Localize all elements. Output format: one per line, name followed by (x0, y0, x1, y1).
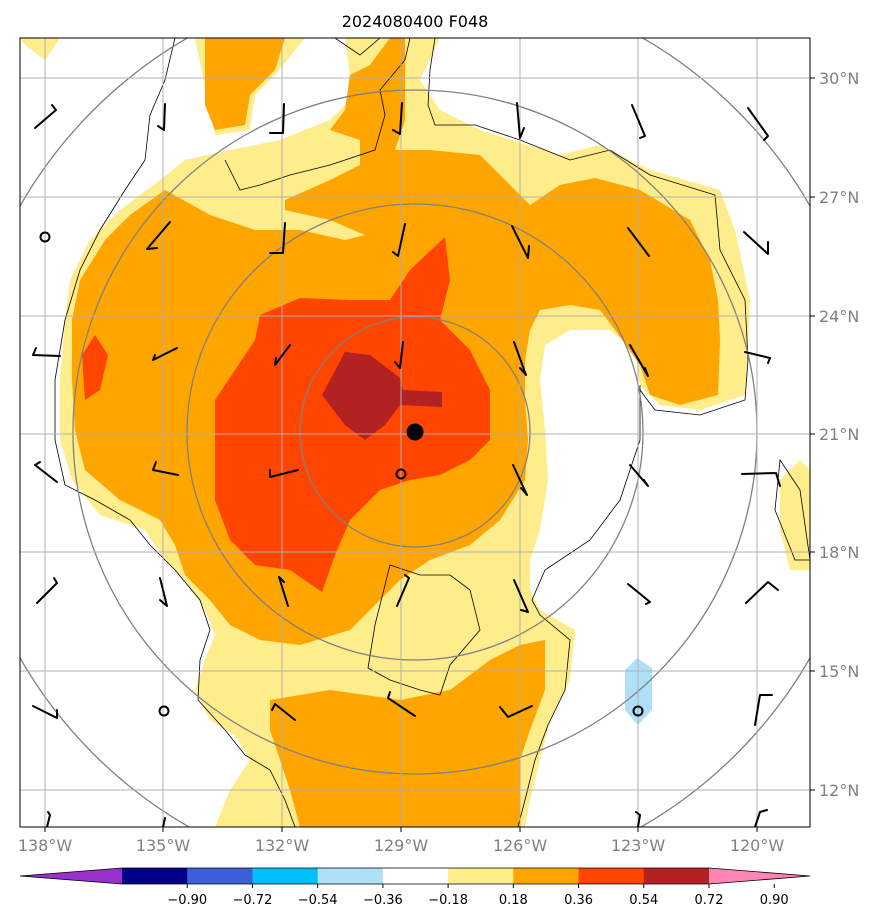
storm-center-marker (406, 423, 424, 441)
colorbar-segment (252, 868, 319, 884)
contour-fill-0-54 (82, 237, 490, 592)
y-tick-label: 15°N (819, 662, 859, 681)
colorbar-segment (643, 868, 710, 884)
colorbar-tick-label: 0.90 (760, 893, 789, 908)
y-tick-label: 30°N (819, 69, 859, 88)
x-tick-label: 135°W (136, 836, 191, 855)
colorbar-segment (448, 868, 514, 884)
colorbar-tick-label: −0.90 (167, 893, 207, 908)
colorbar-tick-label: 0.18 (499, 893, 528, 908)
colorbar-tick-label: 0.54 (629, 893, 658, 908)
colorbar-tick-label: −0.54 (298, 893, 338, 908)
colorbar-outline (19, 867, 811, 885)
y-tick-label: 12°N (819, 781, 859, 800)
wind-barbs (32, 102, 781, 827)
colorbar-tick-label: −0.36 (363, 893, 403, 908)
contour-lines (54, 38, 810, 827)
map-title: 2024080400 F048 (342, 12, 489, 31)
colorbar-segment (513, 868, 580, 884)
colorbar-segment (187, 868, 253, 884)
y-tick-label: 18°N (819, 543, 859, 562)
x-tick-label: 138°W (18, 836, 73, 855)
x-tick-label: 129°W (374, 836, 429, 855)
range-ring-1 (299, 316, 531, 548)
colorbar-segment (317, 868, 384, 884)
x-tick-label: 126°W (493, 836, 548, 855)
contour-fill-0-72 (322, 352, 442, 440)
colorbar-tick-label: −0.18 (428, 893, 468, 908)
x-axis-labels: 138°W 135°W 132°W 129°W 126°W 123°W 120°… (18, 836, 785, 855)
colorbar-extend-low (20, 868, 122, 884)
colorbar-labels: −0.90 −0.72 −0.54 −0.36 −0.18 0.18 0.36 0.54 0.7… (167, 893, 788, 908)
colorbar-segment (382, 868, 449, 884)
colorbar (19, 867, 811, 888)
colorbar-tick-label: −0.72 (233, 893, 273, 908)
range-ring-2 (186, 203, 644, 661)
colorbar-extend-high (709, 868, 810, 884)
x-tick-label: 132°W (255, 836, 310, 855)
calm-markers (39, 231, 644, 717)
y-tick-label: 24°N (819, 307, 859, 326)
colorbar-segment (578, 868, 645, 884)
y-tick-label: 27°N (819, 188, 859, 207)
axis-ticks (44, 77, 815, 832)
y-axis-labels: 30°N 27°N 24°N 21°N 18°N 15°N 12°N (819, 69, 859, 800)
colorbar-tick-label: 0.36 (564, 893, 593, 908)
x-tick-label: 123°W (611, 836, 666, 855)
x-tick-label: 120°W (730, 836, 785, 855)
colorbar-segment (122, 868, 188, 884)
y-tick-label: 21°N (819, 425, 859, 444)
map-frame (19, 37, 811, 828)
colorbar-tick-label: 0.72 (695, 893, 724, 908)
